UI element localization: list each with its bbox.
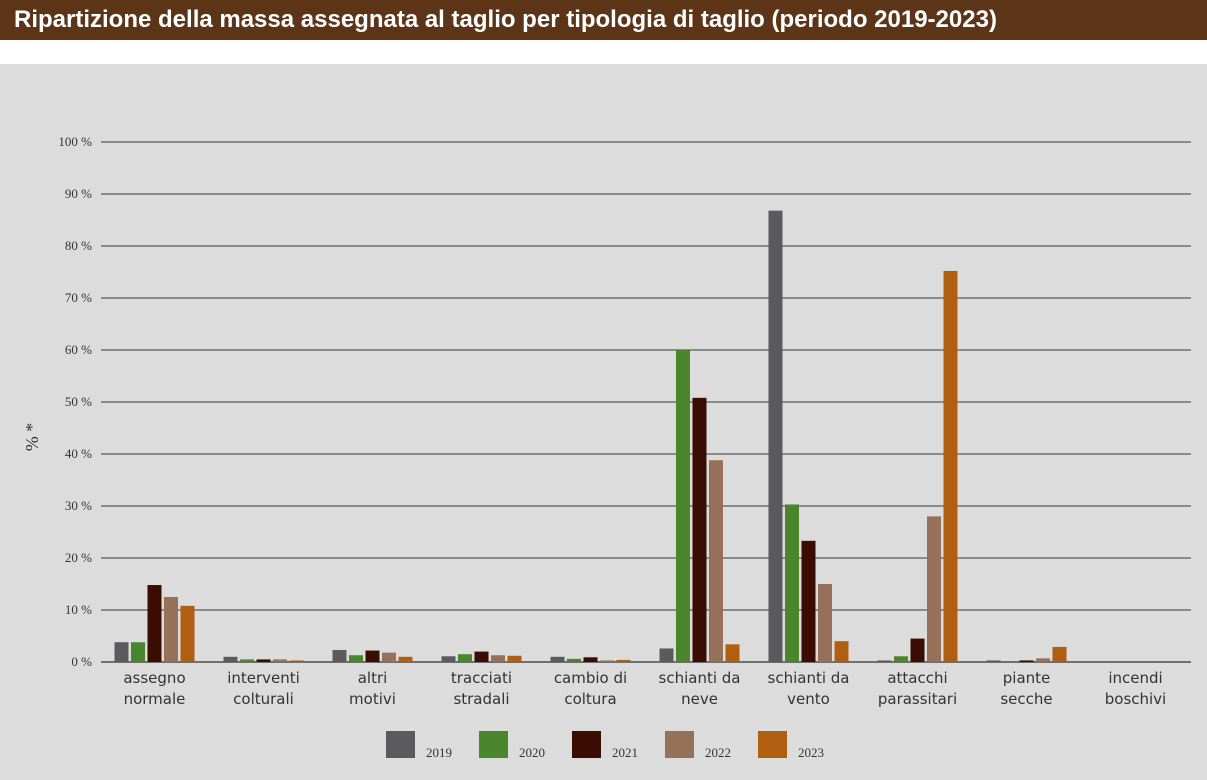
bar-2020 [1003, 661, 1017, 662]
category-label: secche [1000, 690, 1052, 708]
category-label: coltura [564, 690, 616, 708]
bar-2021 [801, 540, 816, 662]
y-tick-label: 100 % [58, 134, 92, 149]
bar-2022 [600, 660, 614, 662]
category-label: stradali [453, 690, 509, 708]
y-tick-label: 80 % [65, 238, 92, 253]
bar-2020 [131, 642, 145, 662]
category-label: cambio di [554, 669, 627, 687]
bar-2022 [164, 597, 178, 662]
y-tick-label: 70 % [65, 290, 92, 305]
bar-2019 [441, 656, 456, 662]
category-label: boschivi [1105, 690, 1166, 708]
bar-2023 [616, 659, 631, 662]
legend-swatch-2021 [572, 731, 601, 758]
category-label: incendi [1108, 669, 1162, 687]
bar-2019 [114, 642, 129, 662]
bar-2023 [1052, 646, 1067, 662]
bar-2022 [927, 516, 941, 662]
bar-2022 [273, 659, 287, 662]
bar-2021 [910, 638, 925, 662]
bar-2020 [894, 656, 908, 662]
category-label: tracciati [451, 669, 512, 687]
bar-2020 [785, 504, 799, 662]
bar-2020 [567, 658, 581, 662]
y-axis-label: % * [22, 423, 42, 452]
bar-2021 [692, 397, 707, 662]
bar-2019 [550, 656, 565, 662]
category-label: motivi [349, 690, 396, 708]
category-label: vento [787, 690, 830, 708]
bar-2021 [365, 650, 380, 662]
legend-label: 2022 [705, 745, 731, 760]
bar-2022 [1036, 658, 1050, 662]
bar-2023 [943, 270, 958, 662]
bar-2021 [1019, 660, 1034, 662]
category-label: piante [1003, 669, 1051, 687]
bar-2021 [474, 651, 489, 662]
bar-2023 [180, 605, 195, 662]
y-tick-label: 40 % [65, 446, 92, 461]
y-tick-label: 50 % [65, 394, 92, 409]
legend-label: 2021 [612, 745, 638, 760]
legend-label: 2020 [519, 745, 545, 760]
bar-2020 [349, 655, 363, 662]
bar-2021 [256, 659, 271, 662]
bar-2019 [659, 648, 674, 662]
bar-2023 [725, 644, 740, 662]
category-label: schianti da [768, 669, 850, 687]
bar-2019 [223, 656, 238, 662]
bar-2019 [986, 660, 1001, 662]
bar-2021 [583, 657, 598, 662]
bar-2019 [877, 660, 892, 662]
category-label: assegno [123, 669, 185, 687]
bar-2022 [818, 584, 832, 662]
category-label: parassitari [878, 690, 957, 708]
bar-2019 [768, 210, 783, 662]
bar-2020 [676, 350, 690, 662]
category-label: neve [681, 690, 718, 708]
bar-2021 [147, 585, 162, 662]
category-label: schianti da [659, 669, 741, 687]
category-label: attacchi [887, 669, 947, 687]
y-tick-label: 60 % [65, 342, 92, 357]
y-tick-label: 90 % [65, 186, 92, 201]
legend-swatch-2022 [665, 731, 694, 758]
category-label: colturali [233, 690, 294, 708]
legend-swatch-2020 [479, 731, 508, 758]
y-tick-label: 30 % [65, 498, 92, 513]
bar-2019 [332, 650, 347, 662]
category-label: interventi [227, 669, 300, 687]
legend-swatch-2023 [758, 731, 787, 758]
category-label: normale [124, 690, 186, 708]
bar-2022 [382, 652, 396, 662]
chart-title: Ripartizione della massa assegnata al ta… [0, 0, 1207, 40]
category-label: altri [358, 669, 388, 687]
bar-2023 [398, 656, 413, 662]
legend-label: 2019 [426, 745, 452, 760]
bar-2023 [834, 641, 849, 662]
bar-2020 [240, 659, 254, 662]
bar-2022 [491, 655, 505, 662]
y-tick-label: 10 % [65, 602, 92, 617]
bar-2022 [709, 460, 723, 662]
bar-2023 [289, 660, 304, 662]
y-tick-label: 0 % [71, 654, 92, 669]
bar-2020 [458, 654, 472, 662]
bar-2023 [507, 655, 522, 662]
legend-swatch-2019 [386, 731, 415, 758]
y-tick-label: 20 % [65, 550, 92, 565]
legend-label: 2023 [798, 745, 824, 760]
